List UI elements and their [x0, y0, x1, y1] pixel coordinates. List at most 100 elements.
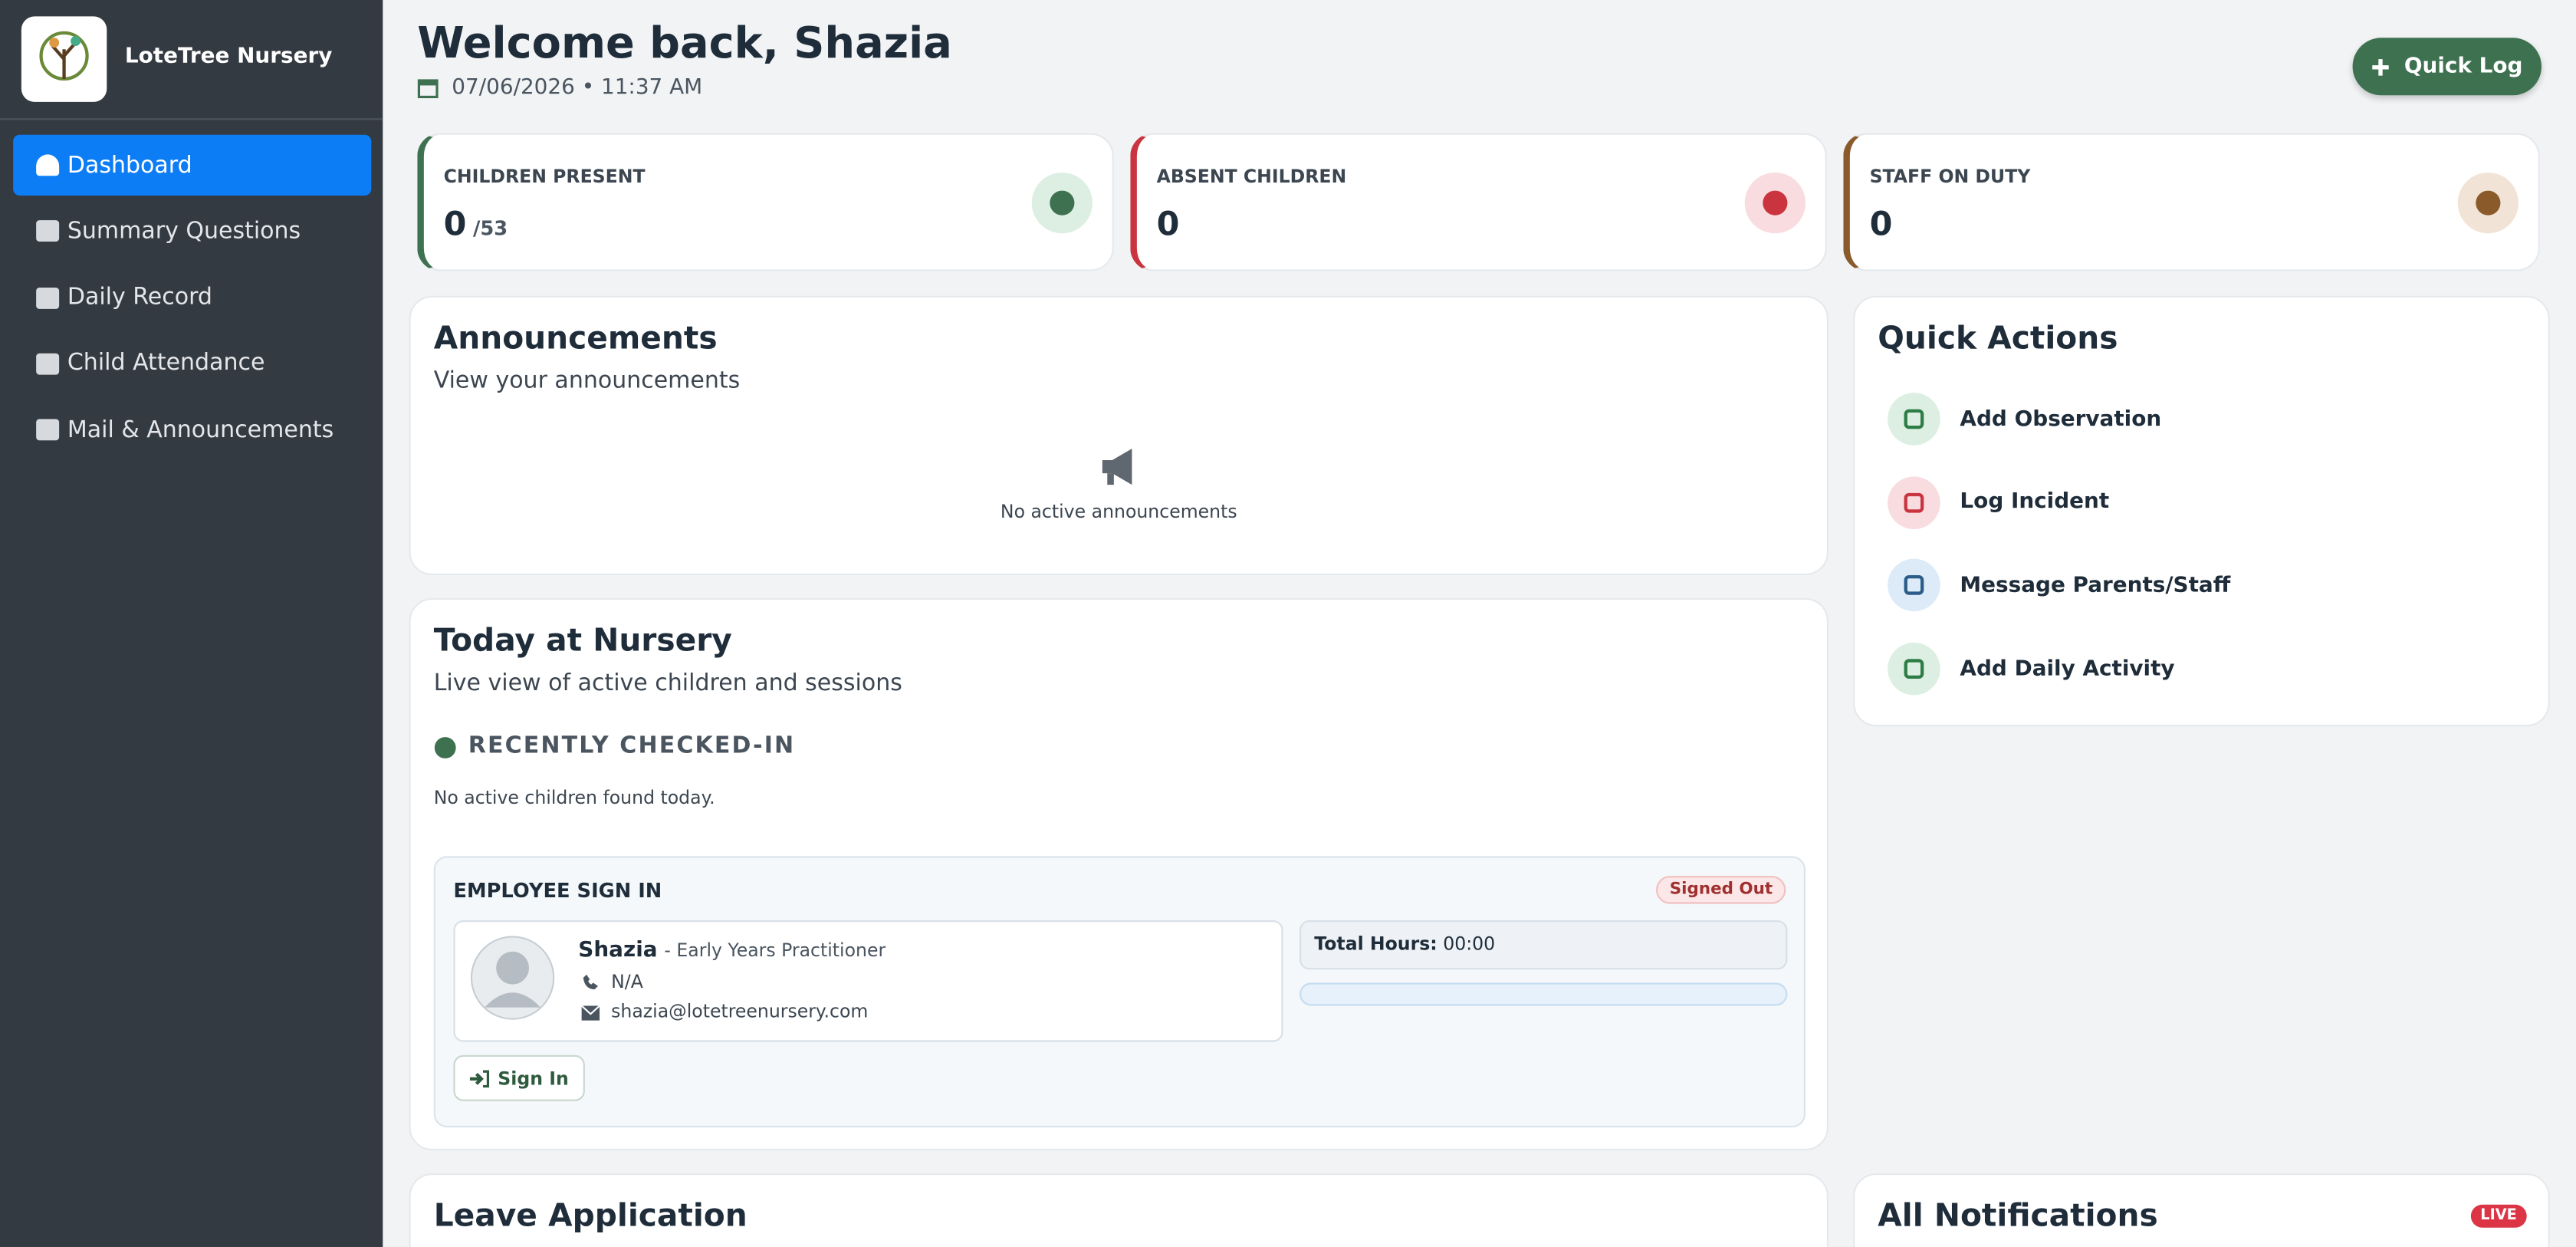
stat-card: ABSENT CHILDREN 0 — [1130, 133, 1827, 271]
quick-actions-card: Quick Actions Add Observation Log Inciden… — [1853, 295, 2550, 727]
nav-label: Mail & Announcements — [67, 416, 334, 443]
datetime: 07/06/2026 • 11:37 AM — [452, 75, 703, 100]
nav-item[interactable]: Child Attendance — [13, 334, 371, 394]
employee-name-line: Shazia - Early Years Practitioner — [578, 939, 886, 963]
stat-value: 0 — [443, 203, 467, 244]
total-hours-value: 00:00 — [1443, 933, 1496, 955]
status-dot — [434, 737, 456, 758]
today-empty: No active children found today. — [433, 787, 715, 809]
quick-action[interactable]: Add Observation — [1888, 393, 2161, 446]
employee-email: shazia@lotetreenursery.com — [611, 1001, 869, 1022]
brand: LoteTree Nursery — [124, 44, 333, 69]
nav-item[interactable]: Summary Questions — [13, 201, 371, 262]
calendar-icon — [417, 79, 439, 99]
employee-title: EMPLOYEE SIGN IN — [453, 879, 662, 903]
quick-action-label: Add Observation — [1960, 406, 2162, 432]
phone-icon — [583, 974, 598, 989]
nav-item[interactable]: Daily Record — [13, 267, 371, 327]
quick-log-button[interactable]: Quick Log — [2352, 38, 2542, 96]
sign-in-button[interactable]: Sign In — [453, 1055, 586, 1101]
status-badge: Signed Out — [1656, 876, 1786, 904]
employee-name: Shazia — [578, 938, 658, 963]
quick-action-label: Log Incident — [1960, 489, 2110, 515]
stat-label: ABSENT CHILDREN — [1156, 166, 1347, 188]
nav-icon — [36, 287, 60, 308]
mail-icon — [581, 1005, 600, 1021]
plus-icon — [2373, 58, 2390, 75]
page-title: Welcome back, Shazia — [417, 19, 952, 69]
announcements-card: Announcements View your announcements No… — [409, 295, 1829, 575]
quick-action-label: Add Daily Activity — [1960, 656, 2175, 682]
today-subtitle: Live view of active children and session… — [433, 670, 902, 697]
logo-image — [39, 31, 89, 81]
stat-value-line: 0 — [1157, 204, 1180, 243]
employee-phone: N/A — [611, 971, 643, 993]
nav-label: Summary Questions — [67, 218, 301, 245]
quick-action-icon — [1888, 393, 1940, 446]
sign-in-icon — [469, 1069, 490, 1087]
quick-action-glyph — [1904, 492, 1924, 512]
quick-action-glyph — [1904, 659, 1924, 679]
notifications-card: All Notifications LIVE — [1853, 1173, 2550, 1247]
leave-card: Leave Application — [409, 1173, 1829, 1247]
quick-action-glyph — [1904, 409, 1924, 429]
employee-role: - Early Years Practitioner — [664, 939, 886, 962]
quick-action-icon — [1888, 643, 1940, 696]
nav-item[interactable]: Dashboard — [13, 134, 372, 196]
quick-action-label: Message Parents/Staff — [1960, 573, 2231, 598]
nav-icon — [36, 154, 60, 176]
leave-title: Leave Application — [433, 1198, 748, 1235]
stat-value: 0 — [1156, 203, 1180, 244]
quick-action-glyph — [1904, 575, 1924, 596]
avatar — [470, 936, 555, 1020]
megaphone-icon — [1102, 449, 1132, 485]
live-badge: LIVE — [2470, 1204, 2527, 1228]
separator — [0, 118, 383, 120]
stat-card: CHILDREN PRESENT 0/53 — [417, 133, 1114, 271]
stat-label: STAFF ON DUTY — [1869, 166, 2031, 188]
notifications-title: All Notifications — [1878, 1198, 2158, 1235]
logo — [21, 16, 107, 102]
stat-suffix: /53 — [472, 216, 508, 240]
sidebar: LoteTree Nursery Dashboard Summary Questi… — [0, 0, 383, 1247]
quick-action-icon — [1888, 475, 1940, 529]
stat-card: STAFF ON DUTY 0 — [1843, 133, 2540, 271]
stat-icon-dot — [1763, 190, 1788, 216]
announcements-subtitle: View your announcements — [433, 368, 741, 395]
nav-label: Child Attendance — [67, 350, 265, 377]
stat-icon — [1744, 173, 1806, 234]
quick-actions-title: Quick Actions — [1878, 320, 2118, 357]
nav-icon — [36, 220, 60, 242]
nav-label: Daily Record — [67, 284, 212, 311]
total-hours-label: Total Hours: — [1314, 933, 1438, 955]
quick-action[interactable]: Log Incident — [1888, 475, 2110, 529]
quick-log-label: Quick Log — [2404, 54, 2523, 79]
stat-label: CHILDREN PRESENT — [443, 166, 646, 188]
stat-icon-dot — [2476, 190, 2501, 216]
today-title: Today at Nursery — [433, 623, 732, 660]
announcements-title: Announcements — [433, 320, 718, 357]
stat-value-line: 0 — [1870, 204, 1893, 243]
total-hours: Total Hours: 00:00 — [1300, 920, 1788, 970]
announcements-empty: No active announcements — [1000, 501, 1237, 523]
nav-icon — [36, 419, 60, 441]
quick-action[interactable]: Message Parents/Staff — [1888, 559, 2230, 612]
quick-action[interactable]: Add Daily Activity — [1888, 643, 2175, 696]
stat-icon — [2457, 173, 2518, 234]
nav-icon — [36, 353, 60, 375]
quick-action-icon — [1888, 559, 1940, 612]
employee-panel: EMPLOYEE SIGN IN Signed Out Shazia - Ear… — [433, 856, 1806, 1127]
employee-info: Shazia - Early Years Practitioner N/A sh… — [453, 920, 1283, 1042]
stat-icon — [1031, 173, 1092, 234]
stat-icon-dot — [1050, 190, 1075, 216]
nav-item[interactable]: Mail & Announcements — [13, 400, 371, 460]
nav-label: Dashboard — [67, 152, 192, 179]
section-title: RECENTLY CHECKED-IN — [468, 732, 796, 759]
today-card: Today at Nursery Live view of active chi… — [409, 598, 1829, 1150]
stat-value: 0 — [1869, 203, 1893, 244]
progress-bar — [1300, 982, 1788, 1006]
date: 07/06/2026 • 11:37 AM — [417, 76, 702, 100]
